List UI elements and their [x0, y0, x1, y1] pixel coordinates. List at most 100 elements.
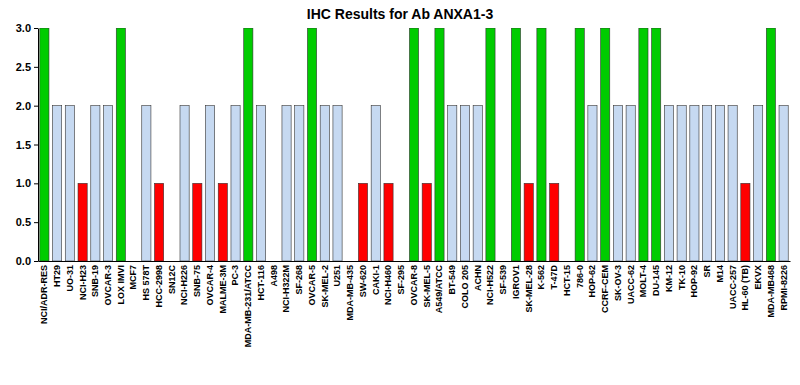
y-tick: 0.5 [16, 216, 38, 228]
x-tick-label: PC-3 [230, 265, 240, 286]
x-tick: LOX IMVI [116, 265, 126, 305]
x-tick-label: 786-0 [575, 265, 585, 288]
x-tick: HCC-2998 [154, 265, 164, 308]
bar [499, 261, 508, 262]
x-tick: UO-31 [65, 265, 75, 292]
bar [741, 183, 750, 261]
bars [40, 28, 788, 261]
x-tick-label: NCI-H322M [281, 265, 291, 313]
bar [715, 106, 724, 261]
x-tick: SR [702, 265, 712, 278]
bar [256, 106, 265, 261]
bar [40, 28, 49, 261]
x-tick-label: KM-12 [664, 265, 674, 292]
x-tick-label: RPMI-8226 [779, 265, 789, 311]
x-tick: SF-295 [396, 265, 406, 295]
x-tick: MDA-MB468 [766, 265, 776, 318]
x-tick-label: NCI-H522 [485, 265, 495, 305]
x-tick: SF-539 [498, 265, 508, 295]
x-tick: SK-MEL-2 [320, 265, 330, 308]
x-tick: NCI-H23 [77, 265, 87, 300]
bar [779, 106, 788, 261]
x-tick-label: COLO 205 [460, 265, 470, 309]
x-tick-label: IGROV1 [511, 265, 521, 299]
x-tick-label: SR [702, 265, 712, 278]
x-tick: CAKI-1 [371, 265, 381, 295]
bar [180, 106, 189, 261]
bar [613, 106, 622, 261]
bar [193, 183, 202, 261]
bar [53, 106, 62, 261]
x-tick-label: SF-295 [396, 265, 406, 295]
y-tick: 0.0 [16, 255, 38, 267]
bar [231, 106, 240, 261]
x-tick-label: UACC-257 [728, 265, 738, 309]
y-tick: 2.5 [16, 61, 38, 73]
bar [397, 261, 406, 262]
bar [295, 106, 304, 261]
x-tick-label: SNB-75 [192, 265, 202, 297]
bar [384, 183, 393, 261]
bar [409, 28, 418, 261]
bar [575, 28, 584, 261]
bar [766, 28, 775, 261]
x-tick: T-47D [549, 265, 559, 290]
bar [473, 106, 482, 261]
x-tick: SK-MEL-28 [524, 265, 534, 313]
x-tick: KM-12 [664, 265, 674, 292]
x-tick-label: EKVX [753, 265, 763, 290]
x-tick-label: ACHN [473, 265, 483, 291]
bar [282, 106, 291, 261]
x-tick-label: NCI-H226 [179, 265, 189, 305]
bar [486, 28, 495, 261]
x-tick: OVCAR-5 [307, 265, 317, 306]
x-tick: SF-268 [294, 265, 304, 295]
x-tick-label: OVCAR-4 [205, 265, 215, 306]
x-tick-label: A549/ATCC [434, 265, 444, 314]
bar [524, 183, 533, 261]
x-tick: SK-OV-3 [613, 265, 623, 301]
x-tick-label: SN12C [167, 265, 177, 295]
x-tick-label: MOLT-4 [638, 265, 648, 297]
plot: 0.0 0.5 1.0 1.5 2.0 2.5 3.0 NCI/ADR-RESHT29UO-3… [16, 22, 791, 347]
bar [142, 106, 151, 261]
bar [664, 106, 673, 261]
x-axis: NCI/ADR-RESHT29UO-31NCI-H23SNB-19OVCAR-3… [39, 262, 791, 348]
x-tick: ACHN [473, 265, 483, 291]
x-tick: U251 [332, 265, 342, 287]
x-tick-label: MDA-MB-435 [345, 265, 355, 321]
bar [65, 106, 74, 261]
x-tick: RPMI-8226 [779, 265, 789, 311]
bar [422, 183, 431, 261]
x-tick: NCI/ADR-RES [39, 265, 49, 324]
x-tick: CCRF-CEM [600, 265, 610, 313]
x-tick: SNB-75 [192, 265, 202, 297]
bar [269, 261, 278, 262]
x-tick-label: A498 [269, 265, 279, 287]
x-tick: HL-60 (TB) [740, 265, 750, 311]
x-tick: SNB-19 [90, 265, 100, 297]
x-tick-label: OVCAR-5 [307, 265, 317, 306]
y-tick: 3.0 [16, 22, 38, 34]
y-tick: 1.0 [16, 177, 38, 189]
y-axis: 0.0 0.5 1.0 1.5 2.0 2.5 3.0 [16, 22, 39, 267]
y-tick-mark [34, 28, 38, 29]
x-tick-label: SK-MEL-28 [524, 265, 534, 313]
x-tick: MALME-3M [218, 265, 228, 314]
x-tick: OVCAR-4 [205, 265, 215, 306]
y-tick-label: 1.5 [16, 139, 31, 151]
x-tick-label: HOP-92 [689, 265, 699, 298]
x-tick-label: NCI-H460 [383, 265, 393, 305]
x-tick-label: K-562 [536, 265, 546, 290]
y-tick-label: 2.5 [16, 61, 31, 73]
bar [639, 28, 648, 261]
bar [78, 183, 87, 261]
bar [690, 106, 699, 261]
x-tick: HOP-62 [587, 265, 597, 298]
y-tick-label: 2.0 [16, 100, 31, 112]
x-tick-label: NCI-H23 [77, 265, 87, 300]
x-tick-label: CCRF-CEM [600, 265, 610, 313]
bar [167, 261, 176, 262]
x-tick-label: SK-MEL-2 [320, 265, 330, 308]
bar [728, 106, 737, 261]
